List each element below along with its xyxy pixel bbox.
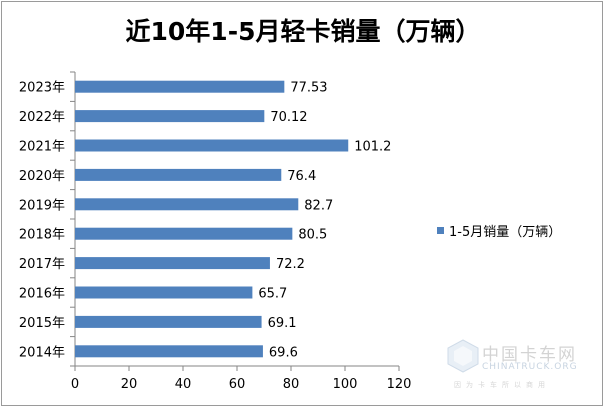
data-label: 69.6 bbox=[269, 345, 298, 360]
category-label: 2022年 bbox=[19, 110, 65, 125]
data-label: 72.2 bbox=[276, 257, 305, 272]
bar bbox=[75, 110, 265, 123]
x-tick-label: 100 bbox=[333, 377, 358, 392]
category-label: 2023年 bbox=[19, 81, 65, 96]
data-label: 80.5 bbox=[298, 228, 327, 243]
chinatruck-watermark: 中国卡车网 CHINATRUCK.ORG 因为卡车所以商用 bbox=[446, 338, 596, 396]
legend-swatch bbox=[437, 227, 444, 234]
data-label: 76.4 bbox=[287, 169, 316, 184]
bar bbox=[75, 168, 282, 181]
data-label: 70.12 bbox=[270, 110, 307, 125]
x-tick-label: 40 bbox=[175, 377, 192, 392]
x-tick-label: 60 bbox=[229, 377, 246, 392]
category-label: 2018年 bbox=[19, 228, 65, 243]
category-label: 2016年 bbox=[19, 287, 65, 302]
data-label: 77.53 bbox=[290, 81, 327, 96]
bar bbox=[75, 315, 262, 328]
category-label: 2021年 bbox=[19, 140, 65, 155]
category-label: 2014年 bbox=[19, 345, 65, 360]
category-label: 2020年 bbox=[19, 169, 65, 184]
bar bbox=[75, 80, 285, 93]
bar bbox=[75, 257, 270, 270]
legend: 1-5月销量（万辆） bbox=[437, 221, 561, 240]
x-tick-label: 80 bbox=[283, 377, 300, 392]
bar bbox=[75, 227, 293, 240]
category-label: 2019年 bbox=[19, 198, 65, 213]
x-tick-label: 20 bbox=[121, 377, 138, 392]
bar bbox=[75, 345, 263, 358]
category-label: 2017年 bbox=[19, 257, 65, 272]
truck-logo-icon bbox=[447, 339, 479, 373]
x-tick-label: 0 bbox=[71, 377, 79, 392]
watermark-cn: 中国卡车网 bbox=[482, 345, 577, 365]
data-label: 101.2 bbox=[354, 140, 391, 155]
watermark-slogan: 因为卡车所以商用 bbox=[454, 381, 550, 389]
chart-title: 近10年1-5月轻卡销量（万辆） bbox=[125, 17, 481, 46]
bar bbox=[75, 198, 299, 211]
data-label: 69.1 bbox=[268, 316, 297, 331]
x-tick-label: 120 bbox=[387, 377, 412, 392]
watermark-en: CHINATRUCK.ORG bbox=[482, 362, 578, 372]
category-label: 2015年 bbox=[19, 316, 65, 331]
bar bbox=[75, 286, 253, 299]
bar bbox=[75, 139, 349, 152]
data-label: 65.7 bbox=[258, 287, 287, 302]
data-label: 82.7 bbox=[304, 198, 333, 213]
legend-label: 1-5月销量（万辆） bbox=[449, 225, 562, 240]
